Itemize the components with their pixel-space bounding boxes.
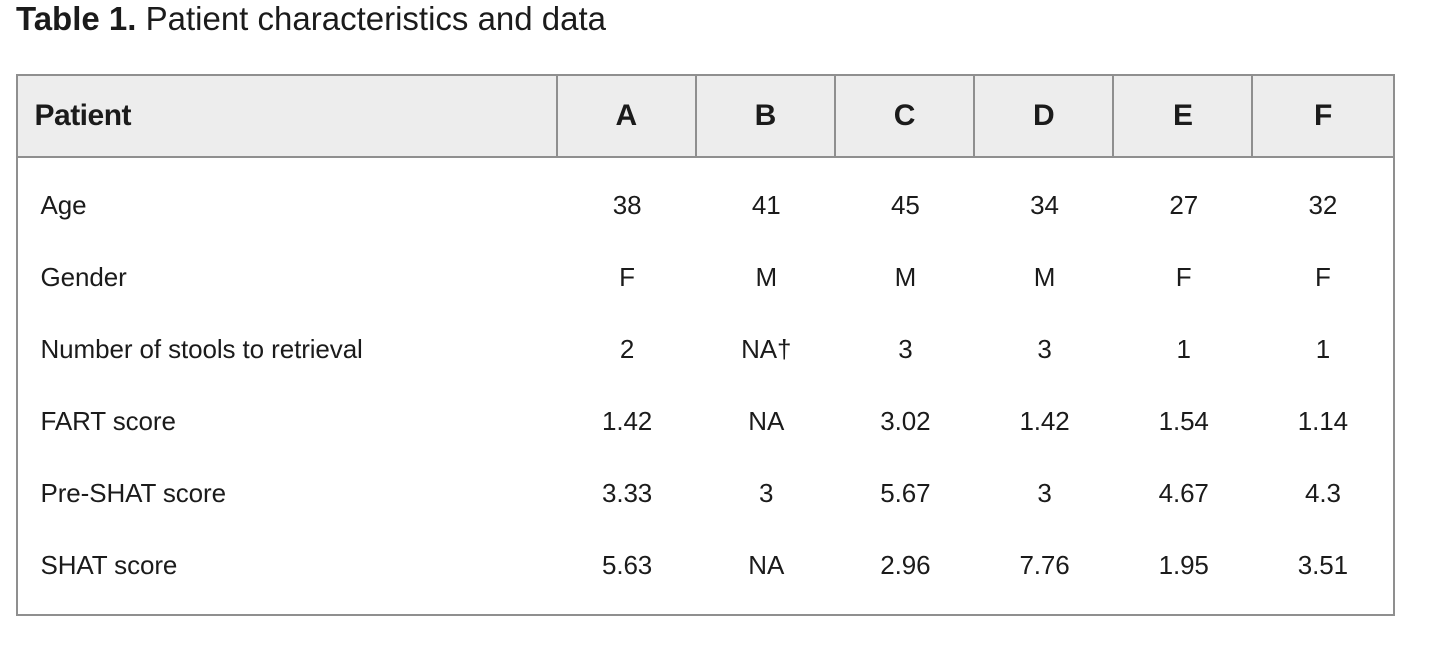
table-caption: Table 1. Patient characteristics and dat… bbox=[16, 2, 606, 35]
table-body: Age 38 41 45 34 27 32 Gender F M M M F F… bbox=[17, 157, 1393, 614]
cell-value: 3.51 bbox=[1253, 529, 1393, 614]
cell-value: 3 bbox=[835, 313, 975, 386]
cell-value: 5.67 bbox=[835, 457, 975, 530]
cell-value: M bbox=[835, 241, 975, 314]
header-cell-d: D bbox=[974, 75, 1115, 158]
cell-value: F bbox=[1114, 241, 1254, 314]
cell-value: 1 bbox=[1114, 313, 1254, 386]
header-cell-a: A bbox=[557, 75, 697, 158]
cell-value: 1.42 bbox=[557, 385, 697, 458]
cell-value: 32 bbox=[1253, 157, 1393, 242]
caption-spacer bbox=[136, 0, 145, 37]
table-header: Patient A B C D E F bbox=[17, 75, 1393, 158]
cell-value: 1.14 bbox=[1253, 385, 1393, 458]
cell-value: 3.33 bbox=[557, 457, 697, 530]
cell-value: 3.02 bbox=[835, 385, 975, 458]
table-row-stools: Number of stools to retrieval 2 NA† 3 3 … bbox=[17, 313, 1393, 386]
row-label: Age bbox=[17, 157, 558, 242]
cell-value: 3 bbox=[974, 313, 1115, 386]
cell-value: 2 bbox=[557, 313, 697, 386]
row-label: Gender bbox=[17, 241, 558, 314]
cell-value: NA bbox=[696, 529, 836, 614]
cell-value: 27 bbox=[1114, 157, 1254, 242]
cell-value: 7.76 bbox=[974, 529, 1115, 614]
cell-value: 3 bbox=[974, 457, 1115, 530]
cell-value: M bbox=[974, 241, 1115, 314]
header-cell-e: E bbox=[1114, 75, 1254, 158]
cell-value: F bbox=[1253, 241, 1393, 314]
header-cell-f: F bbox=[1253, 75, 1393, 158]
row-label: Number of stools to retrieval bbox=[17, 313, 558, 386]
header-cell-b: B bbox=[696, 75, 836, 158]
cell-value: 4.67 bbox=[1114, 457, 1254, 530]
cell-value: M bbox=[696, 241, 836, 314]
cell-value: 2.96 bbox=[835, 529, 975, 614]
header-cell-patient: Patient bbox=[17, 75, 558, 158]
row-label: FART score bbox=[17, 385, 558, 458]
cell-value: 41 bbox=[696, 157, 836, 242]
cell-value: F bbox=[557, 241, 697, 314]
cell-value: 38 bbox=[557, 157, 697, 242]
cell-value: 45 bbox=[835, 157, 975, 242]
header-row: Patient A B C D E F bbox=[17, 75, 1393, 158]
table-row-shat-score: SHAT score 5.63 NA 2.96 7.76 1.95 3.51 bbox=[17, 529, 1393, 614]
table-row-age: Age 38 41 45 34 27 32 bbox=[17, 157, 1393, 242]
cell-value: 1.95 bbox=[1114, 529, 1254, 614]
table-caption-text: Patient characteristics and data bbox=[145, 0, 607, 37]
row-label: Pre-SHAT score bbox=[17, 457, 558, 530]
cell-value: 5.63 bbox=[557, 529, 697, 614]
patient-data-table: Patient A B C D E F Age 38 41 45 34 27 3… bbox=[15, 73, 1395, 616]
table-caption-label: Table 1. bbox=[16, 0, 137, 37]
row-label: SHAT score bbox=[17, 529, 558, 614]
cell-value: 3 bbox=[696, 457, 836, 530]
table-row-pre-shat-score: Pre-SHAT score 3.33 3 5.67 3 4.67 4.3 bbox=[17, 457, 1393, 530]
cell-value: 1 bbox=[1253, 313, 1393, 386]
cell-value: NA† bbox=[696, 313, 836, 386]
table-row-gender: Gender F M M M F F bbox=[17, 241, 1393, 314]
cell-value: 4.3 bbox=[1253, 457, 1393, 530]
cell-value: 34 bbox=[974, 157, 1115, 242]
cell-value: 1.54 bbox=[1114, 385, 1254, 458]
cell-value: NA bbox=[696, 385, 836, 458]
header-cell-c: C bbox=[835, 75, 975, 158]
table-row-fart-score: FART score 1.42 NA 3.02 1.42 1.54 1.14 bbox=[17, 385, 1393, 458]
cell-value: 1.42 bbox=[974, 385, 1115, 458]
